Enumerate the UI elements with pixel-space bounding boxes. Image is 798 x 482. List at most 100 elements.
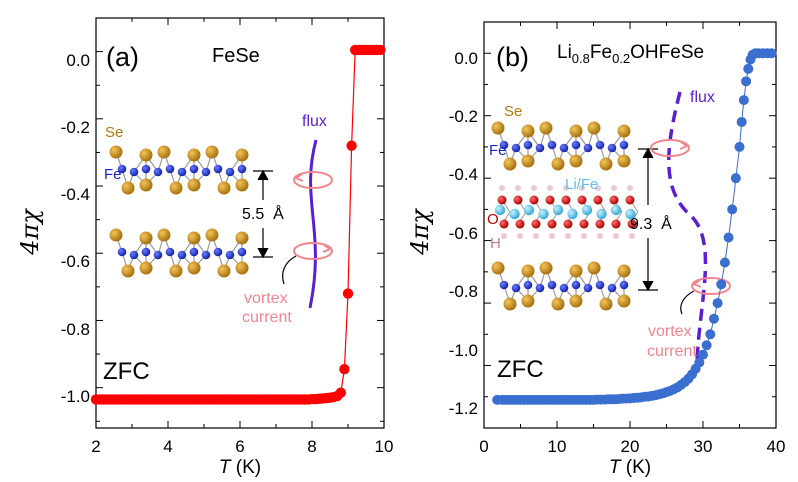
fe-atom (153, 250, 163, 260)
panel-b: 0 10 20 30 40 0.0 -0.2 -0.4 -0.6 -0.8 -1… (406, 21, 785, 478)
h-atom (611, 185, 617, 191)
se-atom (569, 264, 583, 278)
x-axis-label: T (K) (609, 457, 651, 478)
fe-atom (213, 247, 223, 257)
crystal-structure-inset: Se Fe Li/Fe O H 9.3 Å flux vortex curren… (487, 89, 731, 361)
fe-atom (201, 250, 211, 260)
panel-label: (a) (106, 42, 139, 72)
vortex-label: current (242, 309, 292, 326)
se-atom (205, 228, 219, 242)
fe-label: Fe (104, 166, 122, 183)
o-atom (529, 195, 539, 205)
h-atom (501, 233, 507, 239)
data-point (730, 173, 741, 184)
panel-b-ticks (483, 22, 777, 429)
data-point (719, 257, 730, 268)
se-atom (169, 181, 183, 195)
y-axis-label: 4πχ (16, 208, 44, 256)
vortex-current-ring (293, 171, 333, 189)
flux-line (308, 139, 318, 309)
data-point (694, 357, 705, 368)
x-tick-label: 10 (375, 437, 394, 456)
o-atom (513, 195, 523, 205)
flux-line (667, 91, 708, 361)
fe-atom (619, 280, 629, 290)
fe-atom (559, 143, 569, 153)
se-atom (551, 157, 565, 171)
fe-atom (189, 164, 199, 174)
data-point (712, 298, 723, 309)
se-atom (235, 148, 249, 162)
data-point (698, 349, 708, 360)
h-atom (531, 185, 537, 191)
y-tick-label: -0.6 (61, 252, 90, 271)
fe-atom (535, 143, 545, 153)
fese-layer-top (491, 121, 631, 171)
vortex-arrow-icon (679, 141, 690, 150)
data-point (705, 329, 716, 340)
li-fe-atom (552, 204, 564, 216)
li-fe-atom (610, 204, 622, 216)
se-atom (587, 261, 601, 275)
h-atom (563, 185, 569, 191)
data-point (716, 279, 727, 290)
se-atom (521, 294, 535, 308)
vortex-arrow-icon (691, 279, 702, 288)
fe-atom (141, 164, 151, 174)
fe-label: Fe (489, 142, 507, 159)
li-fe-atom (494, 204, 506, 216)
y-tick-label: -0.4 (61, 185, 90, 204)
li-fe-atom (596, 208, 607, 220)
data-point (375, 44, 386, 56)
fe-atom (225, 250, 235, 260)
crystal-structure-inset: Se Fe 5.5 Å flux vortex current (104, 113, 333, 326)
h-atom (613, 233, 619, 239)
se-atom (187, 261, 201, 275)
fe-atom (511, 283, 521, 293)
vortex-label: vortex (244, 290, 288, 307)
fe-atom (117, 164, 127, 174)
panel-a-ticks (95, 18, 385, 428)
se-atom (491, 261, 505, 275)
h-atom (533, 233, 539, 239)
se-atom (157, 228, 171, 242)
panel-b-y-tick-labels: 0.0 -0.2 -0.4 -0.6 -0.8 -1.0 -1.2 (449, 49, 478, 418)
fe-atom (165, 247, 175, 257)
se-atom (217, 181, 231, 195)
o-atom (625, 195, 635, 205)
se-atom (109, 228, 123, 242)
x-tick-label: 0 (479, 437, 488, 456)
h-atom (595, 185, 601, 191)
o-atom (577, 195, 587, 205)
title-part: Li (557, 42, 572, 63)
h-atom (515, 185, 521, 191)
fe-atom (595, 140, 605, 150)
fe-atom (595, 280, 605, 290)
o-atom (499, 219, 509, 229)
se-atom (617, 294, 631, 308)
se-atom (235, 231, 249, 245)
se-atom (503, 157, 517, 171)
flux-label: flux (302, 113, 327, 130)
fe-atom (523, 280, 533, 290)
y-tick-label: -0.2 (449, 107, 478, 126)
se-atom (617, 154, 631, 168)
fe-atom (619, 140, 629, 150)
vortex-current-ring (650, 139, 690, 157)
data-point (738, 95, 749, 106)
se-atom (539, 261, 553, 275)
x-axis-label-symbol: T (609, 457, 622, 478)
title-part: OHFeSe (630, 42, 704, 63)
se-atom (521, 264, 535, 278)
y-tick-label: -0.2 (61, 118, 90, 137)
layer-spacing-label: 9.3 Å (630, 214, 672, 233)
layer-spacing-arrow (638, 147, 658, 292)
se-atom (569, 154, 583, 168)
x-axis-label-symbol: T (219, 457, 232, 478)
fe-atom (177, 250, 187, 260)
se-atom (121, 264, 135, 278)
data-point (743, 63, 754, 74)
li-fe-atom (538, 208, 549, 220)
panel-a: 2 4 6 8 10 0.0 -0.2 -0.4 -0.6 -0.8 -1.0 … (16, 17, 394, 478)
